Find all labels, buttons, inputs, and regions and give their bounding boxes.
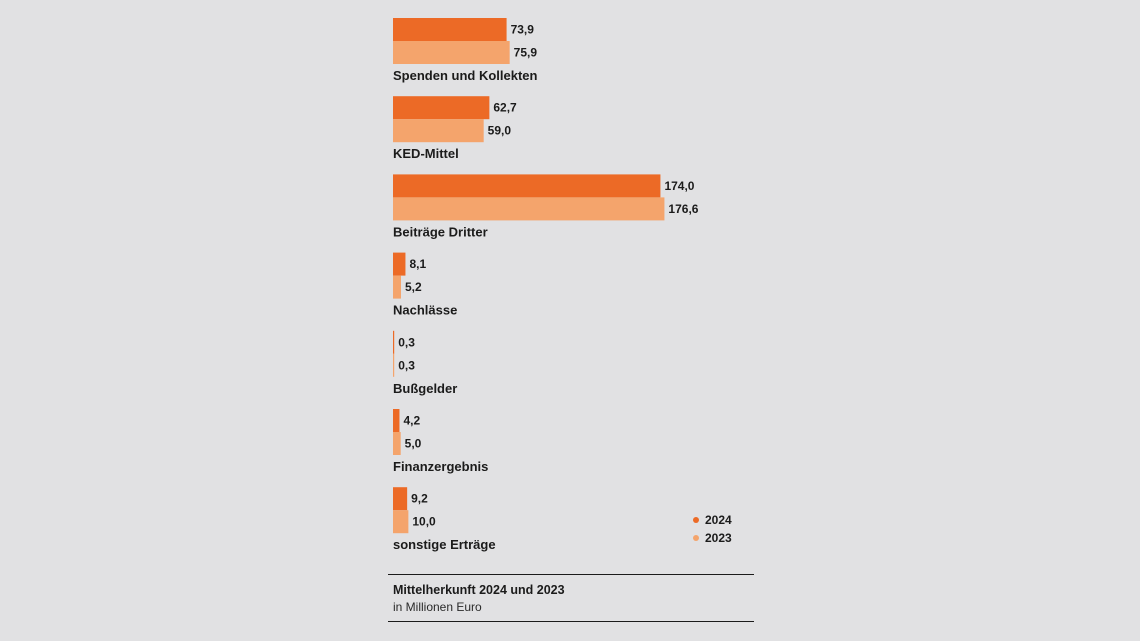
- bar-finanzergebnis-2024: [393, 409, 400, 432]
- value-label-sonstige-ertraege-2024: 9,2: [411, 492, 428, 506]
- bar-ked-mittel-2023: [393, 119, 484, 143]
- value-label-beitraege-dritter-2023: 176,6: [668, 202, 698, 216]
- footer-rule-bottom: [388, 621, 754, 622]
- category-label-finanzergebnis: Finanzergebnis: [393, 459, 488, 474]
- category-label-ked-mittel: KED-Mittel: [393, 146, 459, 161]
- legend-item-2023: 2023: [693, 529, 732, 547]
- chart-title: Mittelherkunft 2024 und 2023: [393, 583, 565, 597]
- legend-item-2024: 2024: [693, 511, 732, 529]
- legend-dot-2024: [693, 517, 699, 523]
- bar-bussgelder-2024: [393, 330, 395, 354]
- bar-bussgelder-2023: [393, 353, 395, 377]
- bar-nachlaesse-2023: [393, 275, 401, 299]
- bar-group-ked-mittel: 62,7 59,0 KED-Mittel: [393, 96, 517, 161]
- bar-group-nachlaesse: 8,1 5,2 Nachlässe: [393, 252, 457, 318]
- bar-group-beitraege-dritter: 174,0 176,6 Beiträge Dritter: [393, 174, 699, 239]
- value-label-bussgelder-2023: 0,3: [398, 358, 415, 372]
- bar-ked-mittel-2024: [393, 96, 490, 120]
- bar-group-sonstige-ertraege: 9,2 10,0 sonstige Erträge: [393, 487, 496, 552]
- bar-spenden-und-kollekten-2023: [393, 41, 510, 64]
- bar-spenden-und-kollekten-2024: [393, 18, 507, 41]
- category-label-sonstige-ertraege: sonstige Erträge: [393, 537, 496, 552]
- chart-subtitle: in Millionen Euro: [393, 600, 482, 614]
- bar-finanzergebnis-2023: [393, 432, 401, 455]
- value-label-sonstige-ertraege-2023: 10,0: [412, 515, 436, 529]
- value-label-nachlaesse-2023: 5,2: [405, 280, 422, 294]
- value-label-beitraege-dritter-2024: 174,0: [664, 179, 694, 193]
- legend-label-2023: 2023: [705, 531, 732, 545]
- value-label-ked-mittel-2024: 62,7: [493, 101, 517, 115]
- value-label-finanzergebnis-2023: 5,0: [405, 437, 422, 451]
- category-label-nachlaesse: Nachlässe: [393, 303, 457, 318]
- bar-beitraege-dritter-2023: [393, 197, 665, 221]
- legend-dot-2023: [693, 535, 699, 541]
- legend: 2024 2023: [693, 511, 732, 547]
- value-label-spenden-und-kollekten-2024: 73,9: [511, 23, 535, 37]
- bar-beitraege-dritter-2024: [393, 174, 661, 198]
- legend-label-2024: 2024: [705, 513, 732, 527]
- bar-group-finanzergebnis: 4,2 5,0 Finanzergebnis: [393, 409, 488, 474]
- category-label-spenden-und-kollekten: Spenden und Kollekten: [393, 68, 538, 83]
- bar-sonstige-ertraege-2023: [393, 510, 409, 534]
- value-label-bussgelder-2024: 0,3: [398, 335, 415, 349]
- category-label-bussgelder: Bußgelder: [393, 381, 457, 396]
- bar-group-bussgelder: 0,3 0,3 Bußgelder: [393, 330, 457, 396]
- bar-sonstige-ertraege-2024: [393, 487, 408, 511]
- value-label-spenden-und-kollekten-2023: 75,9: [514, 46, 538, 60]
- footer-rule-top: [388, 574, 754, 575]
- bar-group-spenden-und-kollekten: 73,9 75,9 Spenden und Kollekten: [393, 18, 538, 83]
- value-label-finanzergebnis-2024: 4,2: [403, 414, 420, 428]
- category-label-beitraege-dritter: Beiträge Dritter: [393, 224, 488, 239]
- value-label-ked-mittel-2023: 59,0: [488, 124, 512, 138]
- bar-nachlaesse-2024: [393, 252, 406, 276]
- value-label-nachlaesse-2024: 8,1: [409, 257, 426, 271]
